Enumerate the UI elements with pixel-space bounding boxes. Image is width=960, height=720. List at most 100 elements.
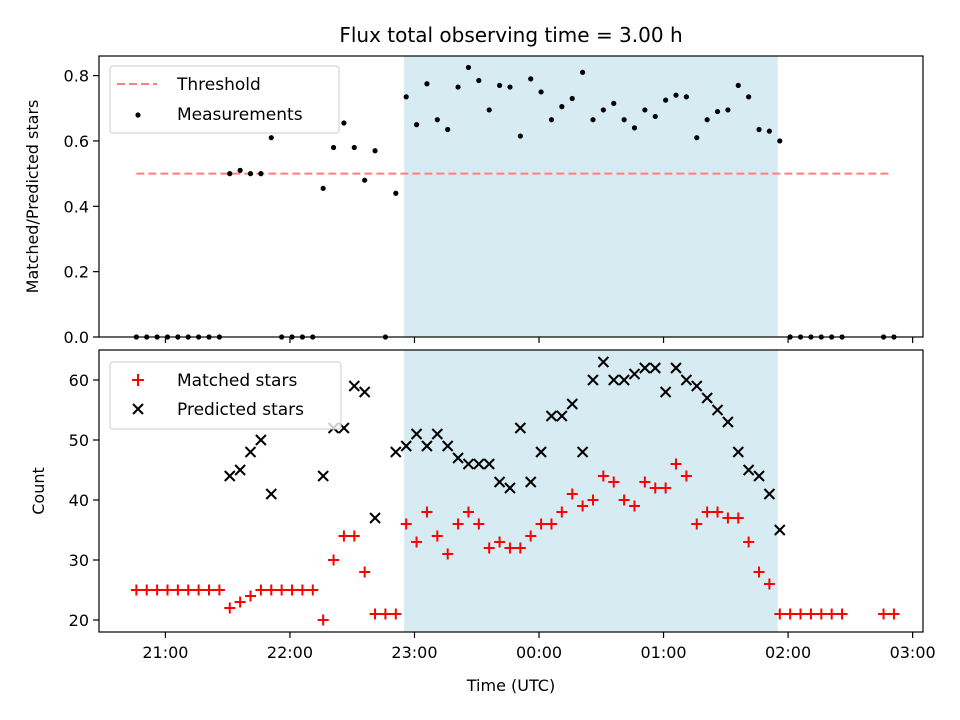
matched-stars-point — [172, 584, 184, 596]
predicted-stars-point — [722, 416, 734, 428]
measurement-point — [694, 135, 700, 141]
predicted-stars-point — [618, 374, 630, 386]
predicted-stars-point — [493, 476, 506, 488]
matched-stars-point — [359, 566, 371, 578]
matched-stars-point — [566, 488, 578, 500]
y-tick-label: 60 — [69, 371, 89, 390]
y-tick-label: 0.6 — [64, 132, 89, 151]
predicted-stars-point — [732, 446, 744, 458]
predicted-stars-point — [535, 446, 547, 458]
matched-stars-point — [431, 530, 443, 542]
bottom-plot-frame — [98, 349, 924, 633]
predicted-stars-point — [358, 386, 371, 398]
y-tick-label: 50 — [69, 431, 89, 450]
predicted-stars-point — [441, 440, 454, 452]
matched-stars-point — [348, 530, 360, 542]
y-tick-label: 0.2 — [64, 263, 89, 282]
matched-stars-point — [151, 584, 163, 596]
matched-stars-point — [525, 530, 537, 542]
matched-stars-point — [473, 518, 485, 530]
matched-stars-point — [628, 500, 640, 512]
predicted-stars-point — [317, 470, 329, 482]
predicted-stars-point — [421, 440, 433, 452]
measurement-point — [372, 148, 378, 154]
matched-stars-point — [276, 584, 288, 596]
y-tick-label: 40 — [69, 491, 89, 510]
measurement-point — [725, 107, 731, 113]
matched-stars-point — [618, 494, 630, 506]
matched-stars-point — [182, 584, 194, 596]
measurement-point — [766, 128, 773, 134]
matched-stars-point — [660, 482, 672, 494]
measurement-point — [445, 126, 451, 133]
matched-stars-point — [826, 608, 838, 620]
predicted-stars-legend-swatch — [132, 403, 144, 415]
predicted-stars-point — [670, 362, 682, 374]
bottom-x-ticks: 21:00 22:00 23:00 00:00 01:00 02:00 03:00 — [142, 632, 936, 662]
matched-stars-point — [774, 608, 786, 620]
y-tick-label: 0.8 — [64, 67, 89, 86]
predicted-stars-point — [224, 470, 236, 482]
measurement-point — [714, 108, 721, 115]
bottom-plot: 21:00 22:00 23:00 00:00 01:00 02:00 03:00 20 30… — [29, 349, 936, 695]
measurement-point — [652, 113, 658, 120]
measurement-point — [673, 92, 679, 98]
predicted-stars-point — [452, 452, 464, 464]
matched-stars-point — [514, 542, 526, 554]
matched-stars-point — [504, 542, 516, 554]
y-tick-label: 30 — [69, 551, 89, 570]
predicted-stars-point — [462, 458, 475, 470]
measurement-point — [496, 82, 503, 89]
measurement-point — [735, 82, 741, 89]
x-tick-label: 02:00 — [765, 643, 811, 662]
measurement-point — [631, 125, 638, 131]
measurement-point — [341, 120, 347, 126]
matched-stars-point — [701, 506, 713, 518]
predicted-stars-point — [587, 374, 599, 386]
matched-stars-point — [483, 542, 495, 554]
matched-stars-point — [307, 584, 319, 596]
measurement-point — [351, 144, 357, 151]
matched-stars-point — [462, 506, 474, 518]
matched-stars-point — [317, 614, 329, 626]
measurements-legend-swatch — [135, 112, 141, 118]
measurement-point — [476, 77, 482, 84]
measurement-point — [465, 64, 472, 71]
measurement-point — [362, 177, 368, 183]
matched-stars-point — [545, 518, 557, 530]
matched-stars-point — [577, 500, 589, 512]
x-tick-label: 21:00 — [142, 643, 188, 662]
predicted-stars-legend-label: Predicted stars — [177, 400, 304, 420]
predicted-stars-point — [649, 362, 661, 374]
matched-stars-point — [286, 584, 298, 596]
predicted-stars-point — [774, 524, 786, 536]
measurement-point — [330, 144, 337, 151]
measurements-legend-label: Measurements — [177, 105, 303, 125]
predicted-stars-point — [566, 398, 578, 410]
measurement-point — [393, 190, 399, 196]
predicted-stars-point — [525, 476, 537, 488]
measurement-point — [268, 135, 274, 141]
y-tick-label: 0.4 — [64, 197, 89, 216]
x-tick-label: 00:00 — [516, 643, 562, 662]
matched-stars-point — [442, 548, 454, 560]
matched-stars-point — [556, 506, 568, 518]
top-legend-box — [109, 65, 340, 134]
matched-stars-legend-label: Matched stars — [177, 371, 297, 391]
predicted-stars-point — [483, 458, 495, 470]
matched-stars-point — [265, 584, 277, 596]
predicted-stars-point — [711, 404, 724, 416]
matched-stars-point — [795, 608, 807, 620]
predicted-stars-point — [400, 440, 412, 452]
matched-stars-point — [670, 458, 682, 470]
measurement-point — [424, 81, 430, 87]
matched-stars-point — [193, 584, 205, 596]
measurement-point — [538, 89, 544, 95]
x-axis-label: Time (UTC) — [466, 676, 555, 695]
predicted-stars-point — [265, 488, 277, 500]
y-tick-label: 0.0 — [64, 328, 89, 347]
matched-stars-point — [213, 584, 225, 596]
matched-stars-point — [535, 518, 547, 530]
matched-stars-point — [130, 584, 142, 596]
